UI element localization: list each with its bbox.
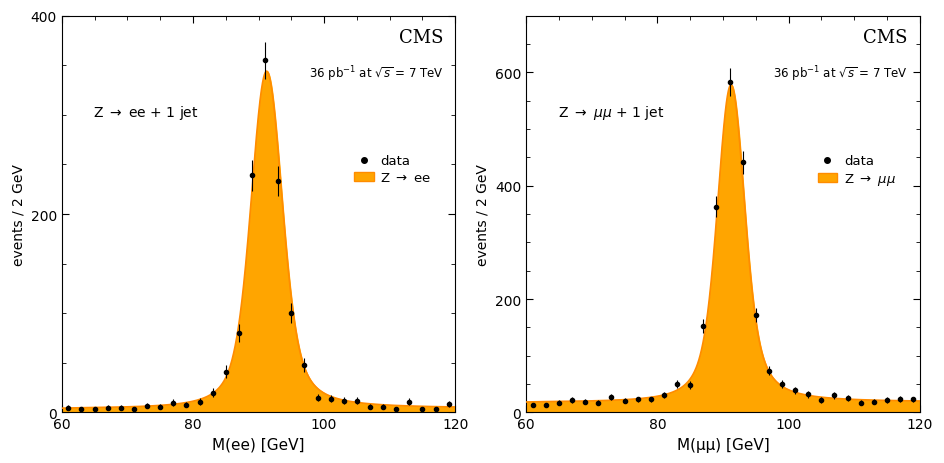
Text: Z $\rightarrow$ $\mu\mu$ + 1 jet: Z $\rightarrow$ $\mu\mu$ + 1 jet (558, 104, 664, 122)
X-axis label: M(μμ) [GeV]: M(μμ) [GeV] (677, 437, 769, 452)
Text: 36 pb$^{-1}$ at $\sqrt{s}$ = 7 TeV: 36 pb$^{-1}$ at $\sqrt{s}$ = 7 TeV (309, 64, 444, 84)
Text: 36 pb$^{-1}$ at $\sqrt{s}$ = 7 TeV: 36 pb$^{-1}$ at $\sqrt{s}$ = 7 TeV (773, 64, 908, 84)
Text: Z $\rightarrow$ ee + 1 jet: Z $\rightarrow$ ee + 1 jet (93, 104, 199, 122)
Y-axis label: events / 2 GeV: events / 2 GeV (11, 164, 25, 265)
Y-axis label: events / 2 GeV: events / 2 GeV (476, 164, 489, 265)
Legend: data, Z $\rightarrow$ ee: data, Z $\rightarrow$ ee (348, 150, 437, 190)
Legend: data, Z $\rightarrow$ $\mu\mu$: data, Z $\rightarrow$ $\mu\mu$ (813, 150, 902, 193)
X-axis label: M(ee) [GeV]: M(ee) [GeV] (212, 437, 305, 452)
Text: CMS: CMS (864, 28, 908, 46)
Text: CMS: CMS (399, 28, 444, 46)
